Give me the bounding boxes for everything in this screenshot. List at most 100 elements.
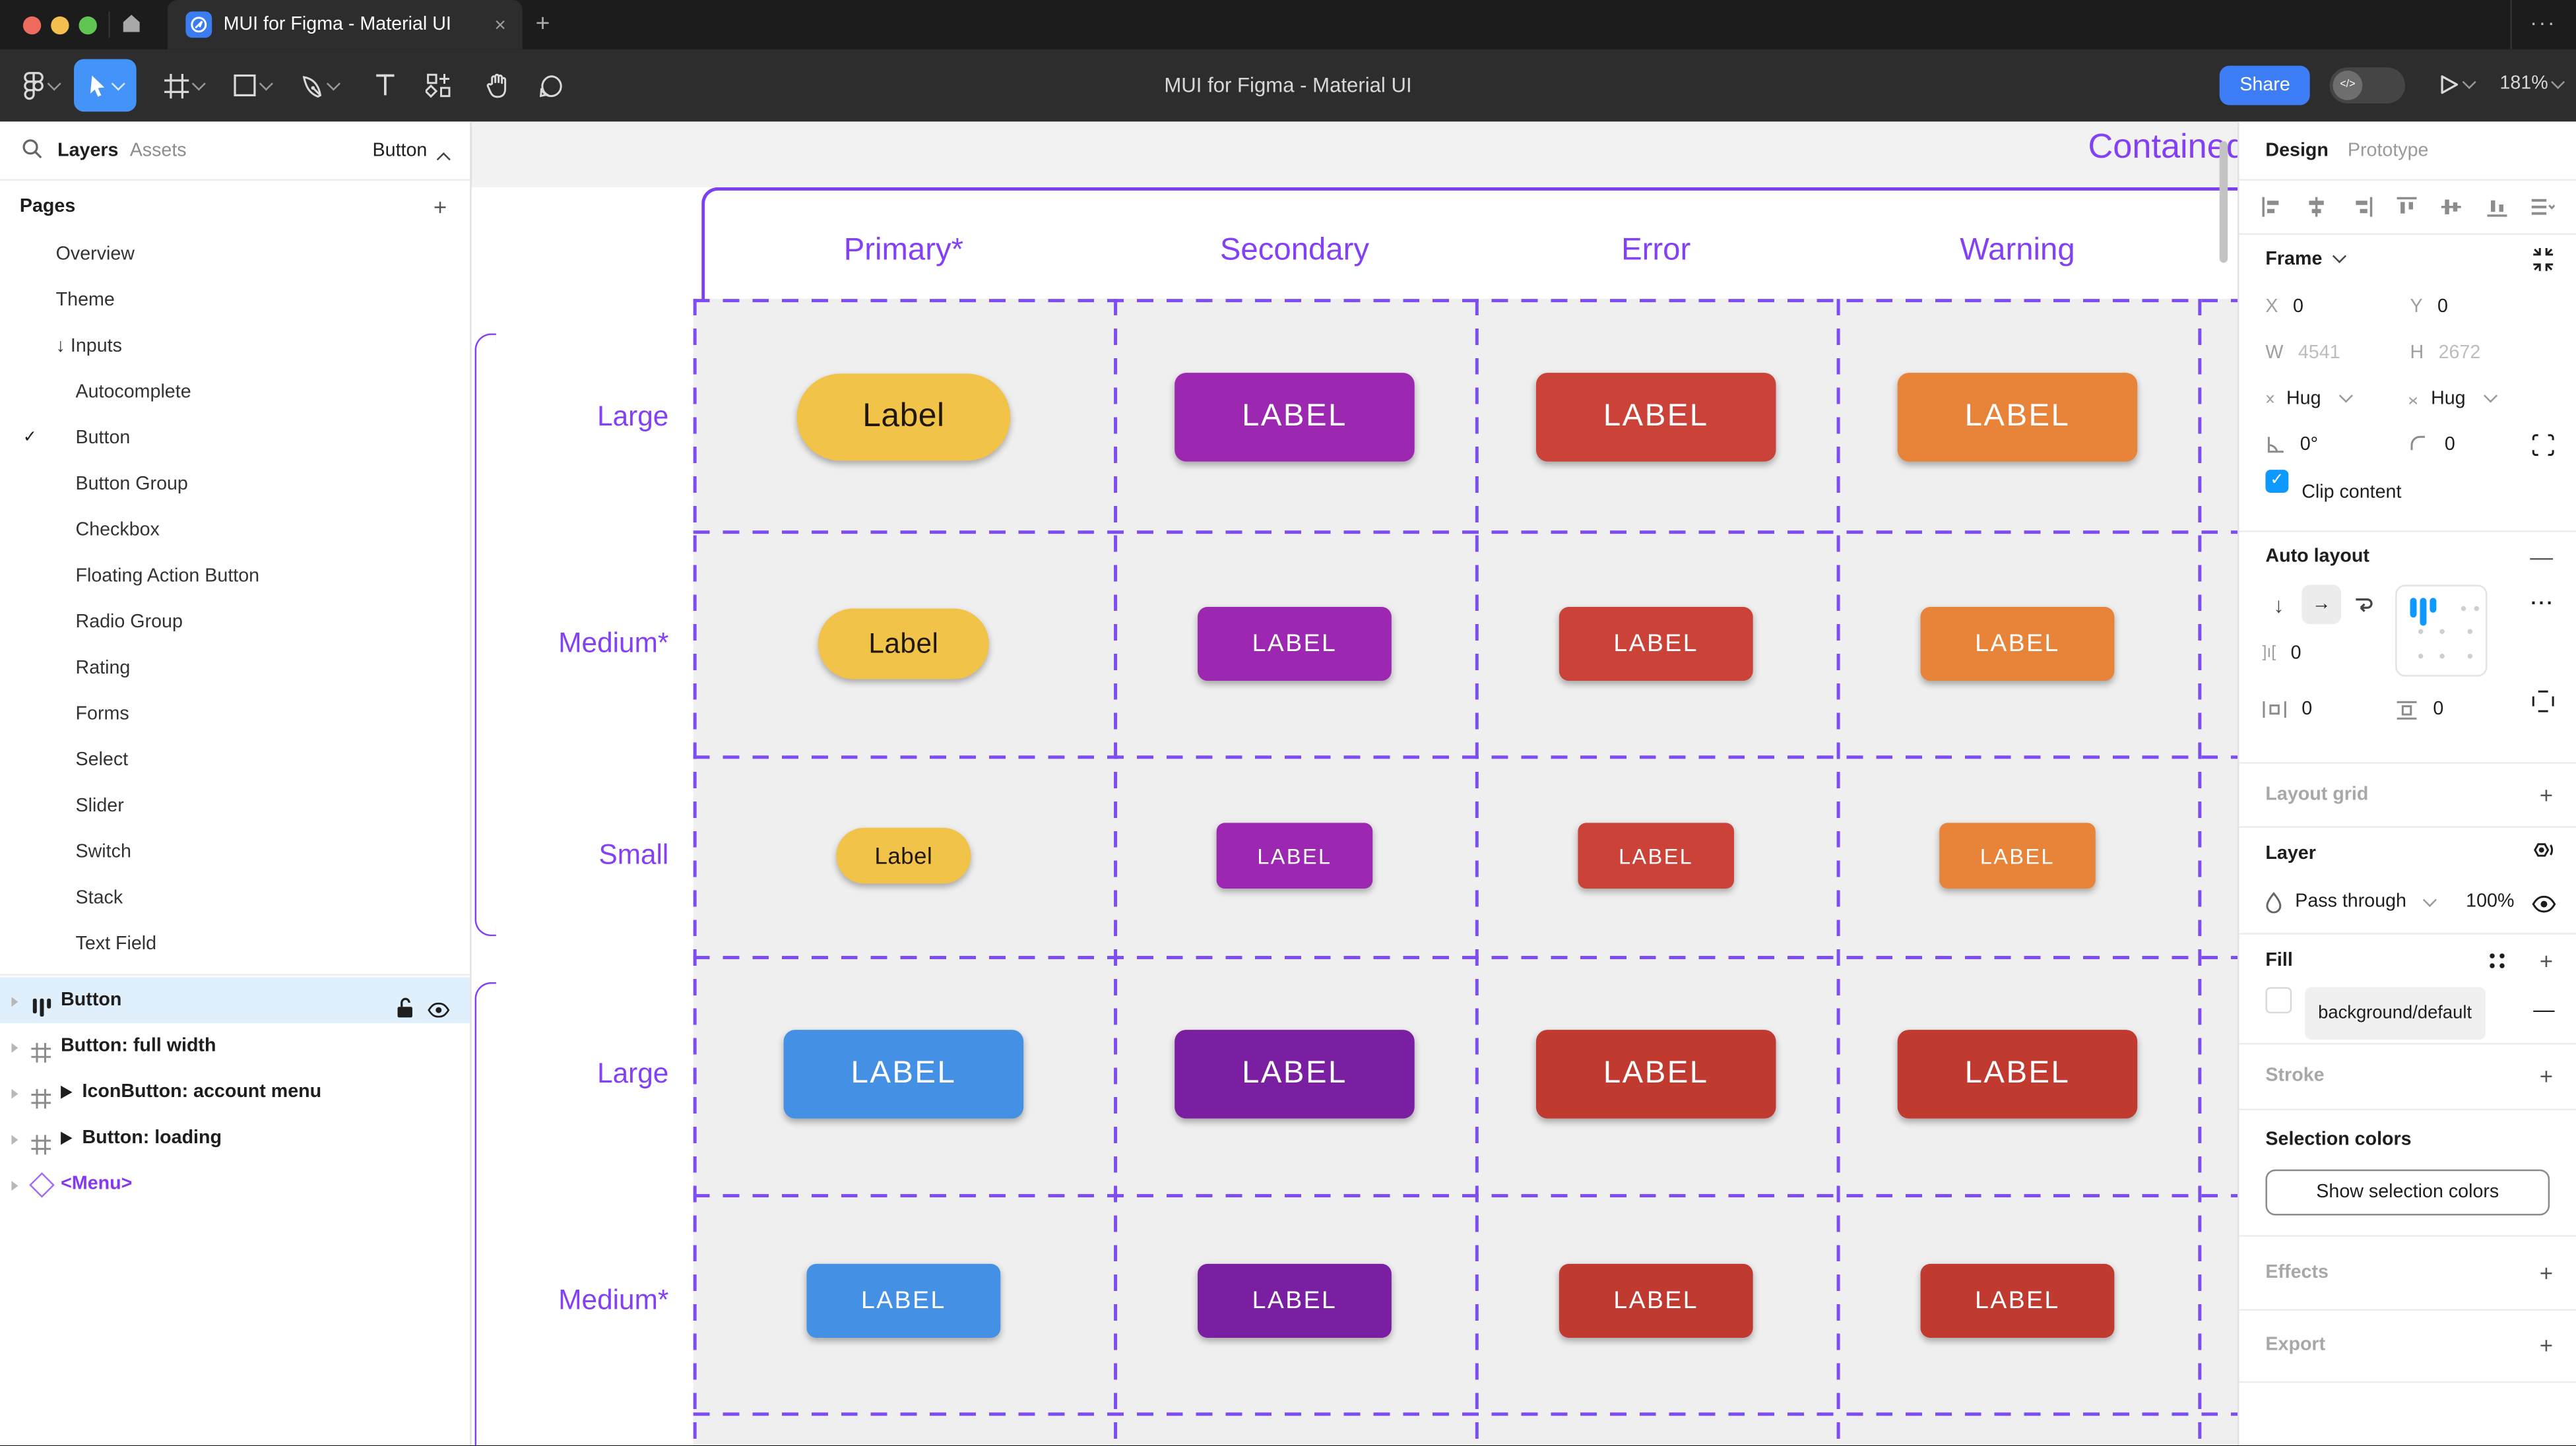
vertical-padding-field[interactable]: 0 [2395, 687, 2443, 733]
collapse-panel-icon[interactable] [2532, 247, 2555, 276]
add-layout-grid-icon[interactable]: + [2539, 782, 2554, 808]
traffic-light-zoom-icon[interactable] [79, 15, 97, 34]
height-field[interactable]: H 2672 [2410, 343, 2481, 363]
layer-row--menu-[interactable]: <Menu> [0, 1161, 470, 1207]
sidebar-page-theme[interactable]: Theme [0, 278, 470, 324]
column-header-secondary[interactable]: Secondary [1219, 233, 1370, 268]
width-field[interactable]: W 4541 [2265, 343, 2340, 363]
layer-row-button-full-width[interactable]: Button: full width [0, 1023, 470, 1069]
zoom-level-control[interactable]: 181% [2499, 74, 2565, 94]
horizontal-padding-field[interactable]: 0 [2262, 687, 2312, 733]
expand-chevron-icon[interactable] [11, 996, 18, 1006]
sidebar-page-select[interactable]: Select [0, 738, 470, 784]
expand-chevron-icon[interactable] [11, 1134, 18, 1145]
fill-styles-icon[interactable] [2488, 951, 2507, 976]
row-label-3[interactable]: Large [597, 1057, 669, 1089]
row-label-1[interactable]: Medium* [558, 627, 669, 659]
document-tab[interactable]: MUI for Figma - Material UI × [167, 0, 523, 49]
distribute-spacing-icon[interactable] [2530, 195, 2555, 218]
new-tab-icon[interactable]: + [535, 9, 550, 38]
canvas-button-small-3[interactable]: LABEL [1939, 823, 2096, 889]
sidebar-page-floating-action-button[interactable]: Floating Action Button [0, 553, 470, 600]
auto-layout-vertical-icon[interactable]: ↓ [2273, 592, 2284, 617]
home-icon[interactable] [118, 10, 145, 44]
canvas-button-medium-3[interactable]: LABEL [1920, 606, 2115, 681]
comment-tool-icon[interactable] [527, 59, 573, 112]
hand-tool-icon[interactable] [473, 59, 519, 112]
shape-tool-icon[interactable] [225, 59, 278, 112]
sidebar-page-inputs[interactable]: ↓ Inputs [0, 323, 470, 369]
main-menu-figma-icon[interactable] [13, 59, 69, 112]
canvas-button-large-0[interactable]: Label [796, 373, 1011, 461]
sidebar-page-stack[interactable]: Stack [0, 875, 470, 922]
pen-tool-icon[interactable] [292, 59, 345, 112]
add-page-icon[interactable]: + [433, 193, 447, 220]
move-tool-selected[interactable] [74, 59, 137, 112]
sidebar-page-text-field[interactable]: Text Field [0, 922, 470, 968]
canvas-button-medium-1[interactable]: LABEL [1198, 606, 1392, 681]
canvas[interactable]: Contained Primary* Secondary Error Warning … [471, 121, 2238, 1446]
sidebar-page-button[interactable]: ✓ Button [0, 416, 470, 462]
auto-layout-wrap-icon[interactable] [2344, 584, 2384, 624]
auto-layout-alignment-widget[interactable] [2395, 584, 2488, 677]
add-effect-icon[interactable]: + [2539, 1259, 2554, 1286]
sidebar-page-forms[interactable]: Forms [0, 691, 470, 738]
horizontal-resizing-field[interactable]: ›‹ Hug [2265, 376, 2353, 422]
canvas-button-medium-0[interactable]: LABEL [806, 1263, 1001, 1338]
canvas-button-large-1[interactable]: LABEL [1175, 1030, 1415, 1119]
canvas-button-medium-3[interactable]: LABEL [1920, 1263, 2115, 1338]
resources-tool-icon[interactable] [416, 59, 462, 112]
sidebar-page-rating[interactable]: Rating [0, 645, 470, 691]
column-header-error[interactable]: Error [1621, 233, 1691, 268]
canvas-button-medium-2[interactable]: LABEL [1559, 606, 1753, 681]
row-label-4[interactable]: Medium* [558, 1284, 669, 1316]
vertical-resizing-field[interactable]: ›‹ Hug [2403, 376, 2497, 422]
unlock-icon[interactable] [396, 990, 414, 1036]
sidebar-page-checkbox[interactable]: Checkbox [0, 507, 470, 553]
sidebar-page-radio-group[interactable]: Radio Group [0, 600, 470, 646]
remove-auto-layout-icon[interactable]: — [2530, 544, 2554, 570]
canvas-button-large-2[interactable]: LABEL [1535, 373, 1776, 462]
sidebar-page-slider[interactable]: Slider [0, 784, 470, 830]
frame-tool-icon[interactable] [158, 59, 210, 112]
canvas-button-large-1[interactable]: LABEL [1175, 373, 1415, 462]
layer-visibility-eye-icon[interactable] [2532, 895, 2556, 918]
canvas-button-medium-1[interactable]: LABEL [1198, 1263, 1392, 1338]
gap-field[interactable]: ]ı[0 [2262, 644, 2302, 664]
layer-row-button[interactable]: Button [0, 977, 470, 1024]
fill-color-swatch[interactable] [2265, 987, 2292, 1014]
fill-token[interactable]: background/default [2305, 987, 2486, 1040]
show-selection-colors-button[interactable]: Show selection colors [2265, 1169, 2550, 1216]
canvas-button-medium-2[interactable]: LABEL [1559, 1263, 1753, 1338]
expand-chevron-icon[interactable] [11, 1088, 18, 1098]
traffic-light-minimize-icon[interactable] [51, 15, 69, 34]
align-top-icon[interactable] [2395, 195, 2420, 218]
layer-row-button-loading[interactable]: Button: loading [0, 1116, 470, 1162]
auto-layout-more-icon[interactable]: ··· [2530, 594, 2555, 615]
add-stroke-icon[interactable]: + [2539, 1062, 2554, 1089]
sidebar-page-switch[interactable]: Switch [0, 829, 470, 875]
dev-mode-toggle[interactable]: </> [2329, 67, 2406, 104]
canvas-button-medium-0[interactable]: Label [818, 608, 989, 679]
search-icon[interactable] [21, 138, 42, 168]
canvas-button-large-3[interactable]: LABEL [1897, 373, 2138, 462]
clip-content-checkbox[interactable]: ✓ Clip content [2265, 470, 2401, 516]
row-label-2[interactable]: Small [598, 839, 669, 871]
align-v-center-icon[interactable] [2440, 195, 2464, 218]
independent-corners-icon[interactable] [2532, 433, 2555, 461]
remove-fill-icon[interactable]: — [2533, 997, 2555, 1022]
align-bottom-icon[interactable] [2485, 195, 2509, 218]
tab-assets[interactable]: Assets [129, 141, 187, 161]
sidebar-page-button-group[interactable]: Button Group [0, 462, 470, 508]
add-fill-icon[interactable]: + [2539, 947, 2554, 974]
canvas-button-large-0[interactable]: LABEL [783, 1030, 1024, 1119]
blend-mode-field[interactable]: Pass through [2265, 879, 2437, 925]
canvas-vertical-scrollbar[interactable] [2219, 141, 2228, 263]
sidebar-page-autocomplete[interactable]: Autocomplete [0, 369, 470, 416]
canvas-button-small-0[interactable]: Label [836, 827, 971, 884]
tab-design[interactable]: Design [2265, 141, 2329, 161]
page-selector[interactable]: Button [372, 141, 428, 161]
opacity-field[interactable]: 100% [2466, 891, 2515, 912]
